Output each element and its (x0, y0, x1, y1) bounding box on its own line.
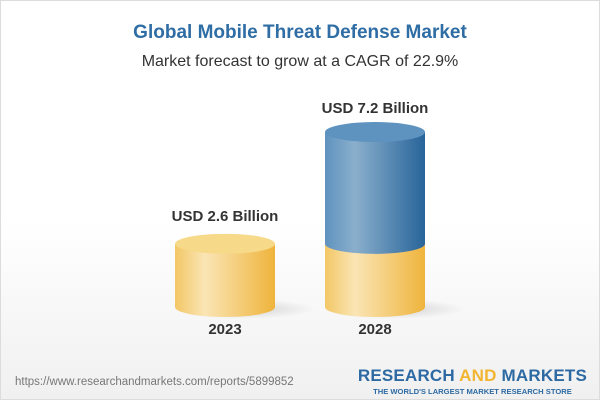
logo-text-1: RESEARCH (357, 366, 460, 385)
chart-subtitle: Market forecast to grow at a CAGR of 22.… (141, 53, 459, 70)
category-label-0: 2023 (208, 321, 241, 338)
logo-text-2: AND (459, 366, 497, 385)
data-label-0: USD 2.6 Billion (172, 208, 279, 225)
bar-base-segment-1 (325, 243, 425, 317)
bar-top-0 (175, 233, 275, 254)
bar-growth-segment-1 (325, 132, 425, 254)
chart-title: Global Mobile Threat Defense Market (133, 22, 467, 43)
source-url[interactable]: https://www.researchandmarkets.com/repor… (15, 376, 294, 388)
research-and-markets-logo: RESEARCH AND MARKETS THE WORLD'S LARGEST… (358, 366, 587, 396)
logo-text-3: MARKETS (496, 366, 587, 385)
bar-base-segment-0 (175, 243, 275, 317)
bar-top-1 (325, 122, 425, 143)
data-label-1: USD 7.2 Billion (322, 100, 429, 117)
logo-tagline: THE WORLD'S LARGEST MARKET RESEARCH STOR… (373, 387, 572, 396)
category-label-1: 2028 (358, 321, 391, 338)
